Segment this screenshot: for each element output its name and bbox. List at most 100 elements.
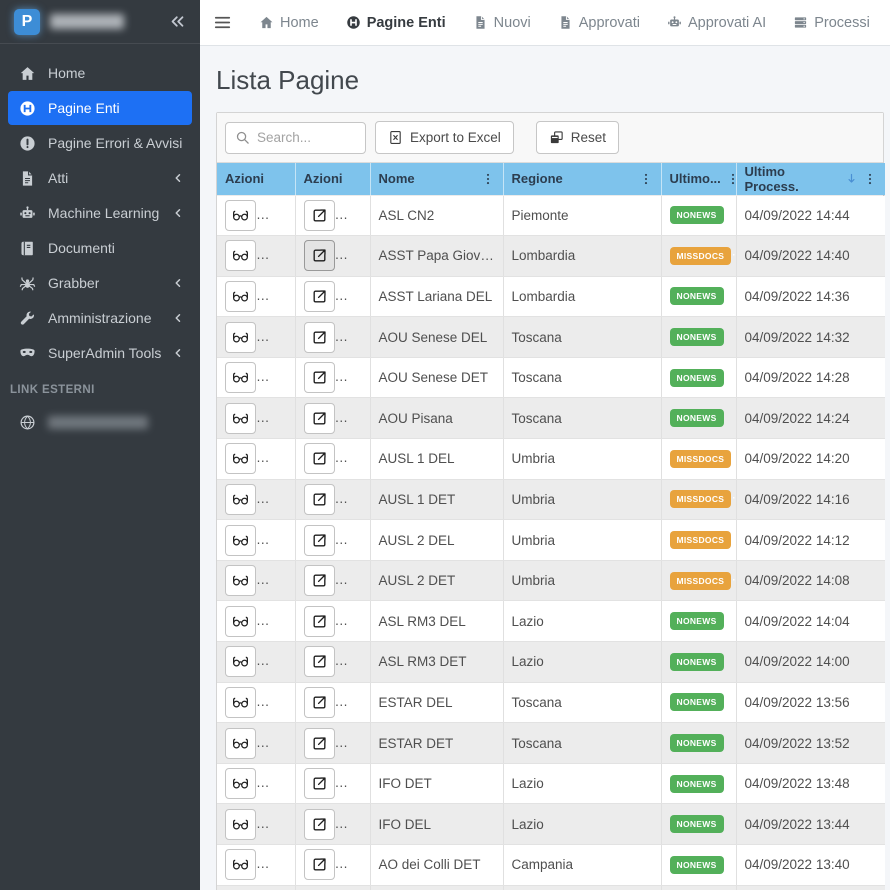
eyeglasses-icon bbox=[232, 694, 249, 711]
open-page-button[interactable] bbox=[303, 402, 335, 434]
ultimo-process-cell: 04/09/2022 14:24 bbox=[736, 397, 885, 440]
actions-cell-2 bbox=[295, 844, 371, 886]
file-icon bbox=[558, 15, 573, 30]
sidebar-item-pagine-errori-avvisi[interactable]: Pagine Errori & Avvisi bbox=[8, 126, 192, 160]
view-button[interactable] bbox=[225, 646, 256, 678]
sidebar-item-pagine-enti[interactable]: Pagine Enti bbox=[8, 91, 192, 125]
file-icon bbox=[17, 170, 37, 187]
column-header-ultimo-process[interactable]: Ultimo Process. bbox=[736, 163, 885, 196]
nav-item-processi[interactable]: Processi bbox=[793, 15, 870, 31]
open-page-button[interactable] bbox=[303, 321, 335, 353]
open-page-button[interactable] bbox=[303, 443, 335, 475]
column-menu-icon[interactable] bbox=[863, 172, 877, 186]
open-page-button[interactable] bbox=[303, 727, 335, 759]
column-menu-icon[interactable] bbox=[639, 172, 653, 186]
external-link-icon bbox=[311, 491, 328, 508]
view-button[interactable] bbox=[225, 483, 256, 515]
view-button[interactable] bbox=[225, 280, 256, 312]
view-button[interactable] bbox=[225, 849, 256, 881]
view-button[interactable] bbox=[225, 240, 256, 272]
external-link-icon bbox=[311, 572, 328, 589]
sidebar-item-machine-learning[interactable]: Machine Learning bbox=[8, 196, 192, 230]
ultimo-stato-cell: MISSDOCS bbox=[661, 479, 737, 521]
nav-item-approvati[interactable]: Approvati bbox=[558, 15, 640, 31]
view-button[interactable] bbox=[225, 605, 256, 637]
sidebar-item-atti[interactable]: Atti bbox=[8, 161, 192, 195]
status-badge: NONEWS bbox=[669, 368, 724, 387]
nome-cell: ASST Lariana DEL bbox=[370, 276, 504, 318]
view-button[interactable] bbox=[225, 524, 256, 556]
export-excel-button[interactable]: Export to Excel bbox=[375, 121, 514, 154]
sidebar-item-label: Documenti bbox=[48, 240, 115, 256]
ultimo-stato-cell: NONEWS bbox=[661, 641, 737, 683]
view-button[interactable] bbox=[225, 565, 256, 597]
open-page-button[interactable] bbox=[303, 362, 335, 394]
column-menu-icon[interactable] bbox=[726, 172, 740, 186]
open-page-button[interactable] bbox=[303, 565, 335, 597]
nav-item-label: Pagine Enti bbox=[366, 14, 446, 31]
eyeglasses-icon bbox=[232, 735, 249, 752]
sidebar-collapse-button[interactable] bbox=[169, 13, 186, 30]
view-button[interactable] bbox=[225, 199, 256, 231]
eyeglasses-icon bbox=[232, 288, 249, 305]
view-button[interactable] bbox=[225, 321, 256, 353]
stack-icon bbox=[793, 15, 808, 30]
status-badge: NONEWS bbox=[669, 855, 724, 874]
view-button[interactable] bbox=[225, 808, 256, 840]
ultimo-stato-cell: NONEWS bbox=[661, 682, 737, 724]
external-link-icon bbox=[311, 613, 328, 630]
actions-cell-2 bbox=[295, 722, 371, 764]
sidebar-item-home[interactable]: Home bbox=[8, 56, 192, 90]
external-link-icon bbox=[311, 288, 328, 305]
view-button[interactable] bbox=[225, 768, 256, 800]
column-menu-icon[interactable] bbox=[481, 172, 495, 186]
nav-item-nuovi[interactable]: Nuovi bbox=[473, 15, 531, 31]
edit-icon bbox=[268, 288, 285, 305]
nav-item-home[interactable]: Home bbox=[259, 15, 319, 31]
open-page-button[interactable] bbox=[303, 280, 335, 312]
status-badge: MISSDOCS bbox=[669, 449, 732, 468]
nome-cell: ASST Papa Giovan... bbox=[370, 235, 504, 277]
status-badge: NONEWS bbox=[669, 815, 724, 834]
actions-cell-2 bbox=[295, 803, 371, 845]
view-button[interactable] bbox=[225, 362, 256, 394]
open-page-button[interactable] bbox=[303, 849, 335, 881]
open-page-button[interactable] bbox=[303, 768, 335, 800]
spider-icon bbox=[17, 275, 37, 292]
open-page-button[interactable] bbox=[303, 646, 335, 678]
sidebar: P Home Pagine Enti Pagine Errori & Avvisi A… bbox=[0, 0, 200, 890]
sidebar-item-grabber[interactable]: Grabber bbox=[8, 266, 192, 300]
ultimo-process-cell: 04/09/2022 14:32 bbox=[736, 316, 885, 358]
external-link-icon bbox=[311, 247, 328, 264]
sidebar-item-amministrazione[interactable]: Amministrazione bbox=[8, 301, 192, 335]
sidebar-item-external-link[interactable] bbox=[8, 405, 192, 439]
open-page-button[interactable] bbox=[303, 240, 335, 272]
open-page-button[interactable] bbox=[303, 483, 335, 515]
nav-item-approvati-ai[interactable]: Approvati AI bbox=[667, 15, 766, 31]
external-link-icon bbox=[311, 856, 328, 873]
reset-button[interactable]: Reset bbox=[535, 121, 620, 154]
sidebar-item-documenti[interactable]: Documenti bbox=[8, 231, 192, 265]
open-page-button[interactable] bbox=[303, 199, 335, 231]
eyeglasses-icon bbox=[232, 369, 249, 386]
open-page-button[interactable] bbox=[303, 686, 335, 718]
open-page-button[interactable] bbox=[303, 808, 335, 840]
nav-item-pagine-enti[interactable]: Pagine Enti bbox=[346, 15, 446, 31]
status-badge: NONEWS bbox=[669, 734, 724, 753]
robot-icon bbox=[667, 15, 682, 30]
actions-cell-2 bbox=[295, 682, 371, 724]
hamburger-menu-icon[interactable] bbox=[213, 13, 232, 32]
chevron-left-icon bbox=[172, 172, 184, 184]
eyeglasses-icon bbox=[232, 247, 249, 264]
open-page-button[interactable] bbox=[303, 524, 335, 556]
search-input[interactable] bbox=[257, 130, 356, 145]
sidebar-item-superadmin-tools[interactable]: SuperAdmin Tools bbox=[8, 336, 192, 370]
view-button[interactable] bbox=[225, 727, 256, 759]
view-button[interactable] bbox=[225, 686, 256, 718]
ultimo-process-cell: 04/09/2022 14:28 bbox=[736, 357, 885, 399]
open-page-button[interactable] bbox=[303, 605, 335, 637]
view-button[interactable] bbox=[225, 402, 256, 434]
regione-cell: Toscana bbox=[503, 397, 662, 440]
play-icon bbox=[347, 491, 364, 508]
view-button[interactable] bbox=[225, 443, 256, 475]
